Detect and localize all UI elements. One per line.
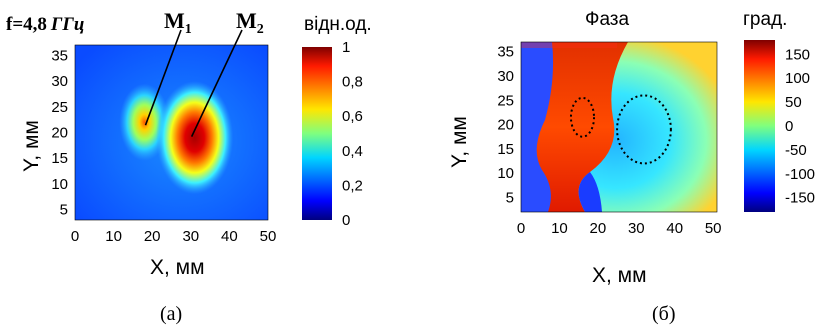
panel-a: f=4,8 ГГц M1 M2	[6, 8, 372, 325]
y-tick-label: 5	[506, 189, 514, 206]
heatmap-a: 0 10 20 30 40 50 5 10 15 20 25 30 35	[51, 29, 277, 245]
colorbar-b-ticks: 150 100 50 0 -50 -100 -150	[785, 46, 815, 206]
x-tick-label: 50	[705, 220, 722, 237]
colorbar-b-label: град.	[743, 9, 787, 30]
x-tick-label: 10	[551, 220, 568, 237]
x-tick-label: 0	[517, 220, 525, 237]
colorbar-a-label: відн.од.	[304, 14, 372, 35]
marker-m1-leader	[144, 29, 182, 126]
phase-region-bottom-notch	[578, 172, 602, 212]
x-tick-label: 20	[590, 220, 607, 237]
marker-m2-leader	[190, 29, 243, 137]
y-tick-label: 20	[497, 117, 514, 134]
marker-m1-label: M1	[164, 8, 192, 37]
y-tick-label: 25	[497, 92, 514, 109]
colorbar-tick-label: -50	[785, 142, 807, 159]
x-axis-label-a: X, мм	[150, 256, 205, 279]
colorbar-tick-label: 1	[342, 39, 350, 56]
colorbar-tick-label: 100	[785, 70, 810, 87]
x-tick-label: 0	[71, 228, 79, 245]
x-tick-label: 40	[666, 220, 683, 237]
x-tick-label: 50	[260, 228, 277, 245]
heatmap-b: 0 10 20 30 40 50 5 10 15 20 25 30 35	[497, 41, 722, 237]
y-ticks-a: 5 10 15 20 25 30 35	[51, 47, 68, 218]
y-axis-label-a: Y, мм	[20, 120, 43, 172]
y-tick-label: 5	[60, 202, 68, 219]
colorbar-tick-label: 0,2	[342, 177, 363, 194]
y-tick-label: 25	[51, 99, 68, 116]
y-tick-label: 30	[51, 73, 68, 90]
x-axis-label-b: X, мм	[592, 264, 647, 287]
panel-b-title: Фаза	[585, 9, 630, 30]
colorbar-tick-label: 0	[785, 118, 793, 135]
x-ticks-a: 0 10 20 30 40 50	[71, 228, 277, 245]
y-tick-label: 10	[51, 176, 68, 193]
colorbar-a	[302, 47, 332, 220]
colorbar-tick-label: -150	[785, 190, 815, 207]
y-tick-label: 20	[51, 125, 68, 142]
colorbar-b	[744, 40, 775, 212]
panel-b: Фаза град.	[448, 9, 815, 325]
y-tick-label: 30	[497, 68, 514, 85]
y-tick-label: 35	[497, 44, 514, 61]
y-axis-label-b: Y, мм	[448, 116, 471, 168]
colorbar-a-ticks: 1 0,8 0,6 0,4 0,2 0	[342, 39, 363, 229]
marker-m2-label: M2	[236, 8, 264, 37]
heatmap-a-frame	[74, 44, 269, 221]
frequency-annotation: f=4,8 ГГц	[6, 14, 84, 35]
panel-b-caption: (б)	[652, 303, 676, 325]
colorbar-tick-label: 150	[785, 46, 810, 63]
panel-a-caption: (a)	[160, 303, 182, 325]
x-tick-label: 10	[105, 228, 122, 245]
heatmap-b-frame	[520, 41, 718, 213]
colorbar-tick-label: 0	[342, 212, 350, 229]
x-tick-label: 30	[182, 228, 199, 245]
x-ticks-b: 0 10 20 30 40 50	[517, 220, 722, 237]
x-tick-label: 40	[221, 228, 238, 245]
phase-region-left	[536, 42, 628, 212]
colorbar-tick-label: -100	[785, 166, 815, 183]
colorbar-tick-label: 0,6	[342, 108, 363, 125]
y-tick-label: 15	[51, 150, 68, 167]
dotted-ellipse-m2	[616, 94, 672, 165]
hotspot-m2	[156, 81, 234, 195]
dotted-ellipse-m1	[569, 96, 596, 138]
phase-region-top-band	[521, 42, 617, 48]
x-tick-label: 20	[144, 228, 161, 245]
colorbar-tick-label: 50	[785, 94, 802, 111]
y-tick-label: 35	[51, 47, 68, 64]
x-tick-label: 30	[628, 220, 645, 237]
y-tick-label: 15	[497, 141, 514, 158]
y-ticks-b: 5 10 15 20 25 30 35	[497, 44, 514, 207]
colorbar-tick-label: 0,4	[342, 143, 363, 160]
y-tick-label: 10	[497, 165, 514, 182]
colorbar-tick-label: 0,8	[342, 74, 363, 91]
